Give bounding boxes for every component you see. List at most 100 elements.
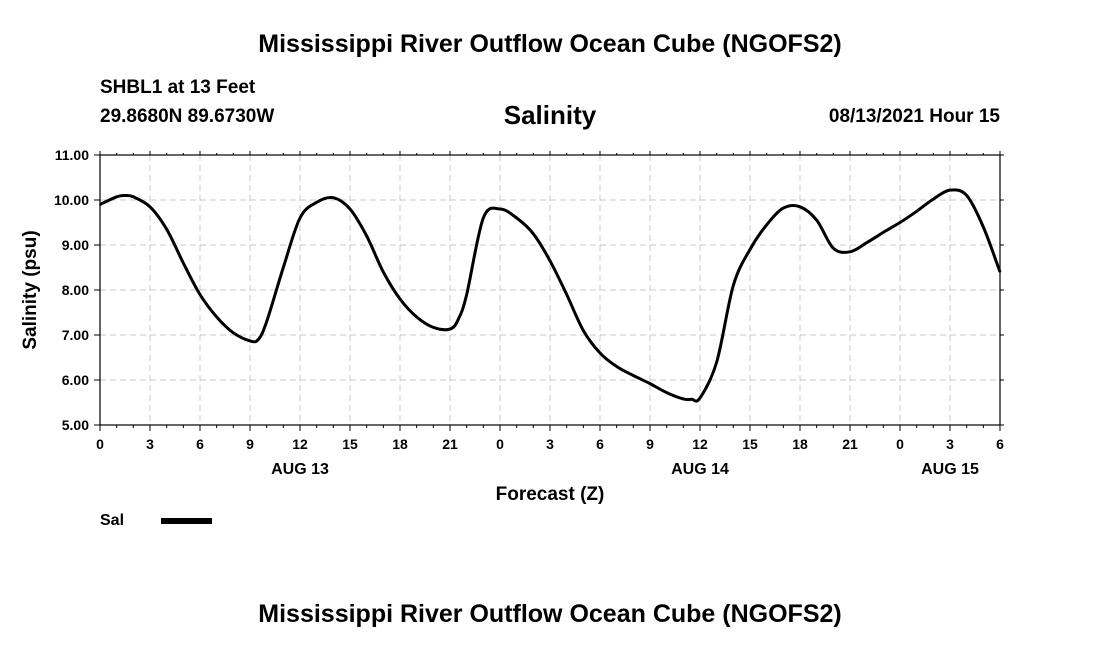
station-coordinates: 29.8680N 89.6730W — [100, 106, 275, 127]
data-point — [399, 298, 401, 300]
data-point — [815, 219, 818, 221]
y-tick-label: 11.00 — [55, 147, 89, 163]
x-tick-label: 0 — [496, 436, 504, 452]
data-point — [482, 217, 485, 219]
data-point — [582, 329, 585, 332]
data-point — [765, 224, 768, 226]
date-label: AUG 13 — [271, 461, 329, 478]
forecast-datetime: 08/13/2021 Hour 15 — [828, 106, 1000, 127]
data-point — [332, 196, 335, 199]
data-point — [532, 233, 535, 235]
data-point — [782, 207, 785, 209]
data-point — [715, 361, 718, 363]
chart-title: Mississippi River Outflow Ocean Cube (NG… — [258, 30, 842, 58]
data-point — [382, 271, 385, 273]
data-point — [565, 293, 568, 296]
y-tick-label: 10.00 — [54, 192, 89, 208]
data-point — [265, 320, 268, 323]
data-point — [132, 196, 135, 198]
x-tick-label: 6 — [196, 436, 204, 452]
x-tick-label: 0 — [896, 436, 904, 452]
x-axis-title: Forecast (Z) — [496, 484, 605, 505]
data-point — [682, 398, 685, 400]
data-point — [899, 221, 901, 224]
data-point — [149, 206, 151, 208]
x-tick-label: 6 — [596, 436, 604, 452]
y-axis-title: Salinity (psu) — [20, 230, 41, 349]
data-point — [999, 271, 1001, 273]
x-tick-label: 21 — [842, 436, 858, 452]
data-point — [690, 398, 693, 401]
data-point — [99, 203, 101, 206]
data-point — [649, 382, 651, 385]
x-tick-label: 3 — [546, 436, 554, 452]
data-point — [849, 251, 851, 253]
data-point — [799, 206, 801, 208]
series-layer — [99, 188, 1002, 403]
x-tick-label: 18 — [392, 436, 408, 452]
axis-labels: 0 3 6 9 12 15 18 21 0 3 6 9 12 15 18 21 0 3 6 5.00 6.00 7.00 8… — [54, 147, 1004, 478]
y-tick-label: 8.00 — [62, 282, 89, 298]
data-point — [615, 365, 618, 368]
data-point — [457, 318, 460, 321]
data-point — [199, 293, 201, 296]
y-tick-label: 9.00 — [62, 237, 89, 253]
x-tick-label: 9 — [246, 436, 254, 452]
x-tick-label: 12 — [292, 436, 308, 452]
data-point — [349, 208, 351, 210]
data-point — [282, 266, 285, 269]
x-tick-label: 9 — [646, 436, 654, 452]
data-point — [699, 397, 701, 399]
data-point — [449, 328, 451, 330]
x-tick-label: 3 — [946, 436, 954, 452]
x-tick-label: 15 — [342, 436, 358, 452]
data-point — [499, 208, 501, 210]
x-tick-label: 15 — [742, 436, 758, 452]
data-point — [732, 284, 735, 287]
data-point — [949, 189, 951, 191]
data-point — [632, 374, 635, 377]
data-point — [982, 226, 985, 228]
date-label: AUG 15 — [921, 461, 979, 478]
data-point — [465, 293, 468, 296]
data-point — [749, 248, 751, 251]
date-label: AUG 14 — [671, 461, 729, 478]
data-point — [257, 338, 260, 341]
chart-subtitle: Salinity — [503, 100, 597, 130]
axis-ticks — [94, 151, 1004, 431]
data-point — [215, 316, 218, 318]
data-point — [549, 260, 551, 262]
grid-lines — [100, 155, 1000, 425]
x-tick-label: 18 — [792, 436, 808, 452]
data-point — [599, 352, 601, 354]
y-tick-label: 6.00 — [62, 372, 89, 388]
data-point — [515, 217, 518, 219]
data-point — [965, 194, 968, 197]
data-point — [365, 235, 368, 237]
data-point — [415, 316, 418, 318]
data-point — [182, 262, 185, 264]
y-tick-label: 5.00 — [62, 417, 89, 433]
data-point — [115, 196, 118, 198]
x-tick-label: 12 — [692, 436, 708, 452]
data-point — [232, 332, 235, 334]
data-point — [432, 326, 435, 329]
x-tick-label: 6 — [996, 436, 1004, 452]
data-point — [249, 340, 251, 342]
y-tick-label: 7.00 — [62, 327, 89, 343]
data-point — [915, 210, 918, 213]
data-point — [665, 391, 668, 394]
data-point — [124, 194, 126, 197]
data-point — [165, 228, 168, 231]
data-point — [882, 231, 885, 234]
x-tick-label: 21 — [442, 436, 458, 452]
data-point — [932, 198, 935, 200]
data-point — [865, 241, 868, 244]
x-tick-label: 3 — [146, 436, 154, 452]
footer-title: Mississippi River Outflow Ocean Cube (NG… — [258, 600, 842, 628]
data-point — [832, 247, 835, 249]
data-point — [315, 201, 318, 204]
x-tick-label: 0 — [96, 436, 104, 452]
legend-label: Sal — [100, 512, 124, 529]
